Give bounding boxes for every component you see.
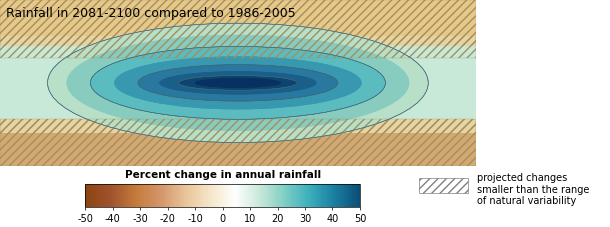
Bar: [0, 46, 476, 119]
Ellipse shape: [114, 56, 362, 109]
Bar: [0, 0, 476, 58]
Bar: [418, 178, 467, 193]
Ellipse shape: [159, 71, 317, 94]
Bar: [0, 133, 476, 166]
Text: of natural variability: of natural variability: [477, 196, 576, 206]
Ellipse shape: [48, 23, 428, 143]
Ellipse shape: [195, 78, 281, 88]
Ellipse shape: [66, 35, 409, 131]
Title: Percent change in annual rainfall: Percent change in annual rainfall: [124, 170, 321, 180]
Ellipse shape: [138, 65, 338, 101]
Ellipse shape: [114, 56, 362, 109]
Bar: [0, 119, 476, 166]
Ellipse shape: [159, 71, 317, 94]
Ellipse shape: [178, 75, 298, 90]
Ellipse shape: [178, 75, 298, 90]
Ellipse shape: [90, 46, 386, 119]
Ellipse shape: [195, 78, 281, 88]
Text: Rainfall in 2081-2100 compared to 1986-2005: Rainfall in 2081-2100 compared to 1986-2…: [6, 7, 296, 20]
Ellipse shape: [66, 35, 409, 131]
Ellipse shape: [48, 23, 428, 143]
Ellipse shape: [138, 65, 338, 101]
Text: smaller than the range: smaller than the range: [477, 185, 590, 195]
Bar: [0, 0, 476, 37]
Ellipse shape: [90, 46, 386, 119]
Text: projected changes: projected changes: [477, 173, 567, 183]
